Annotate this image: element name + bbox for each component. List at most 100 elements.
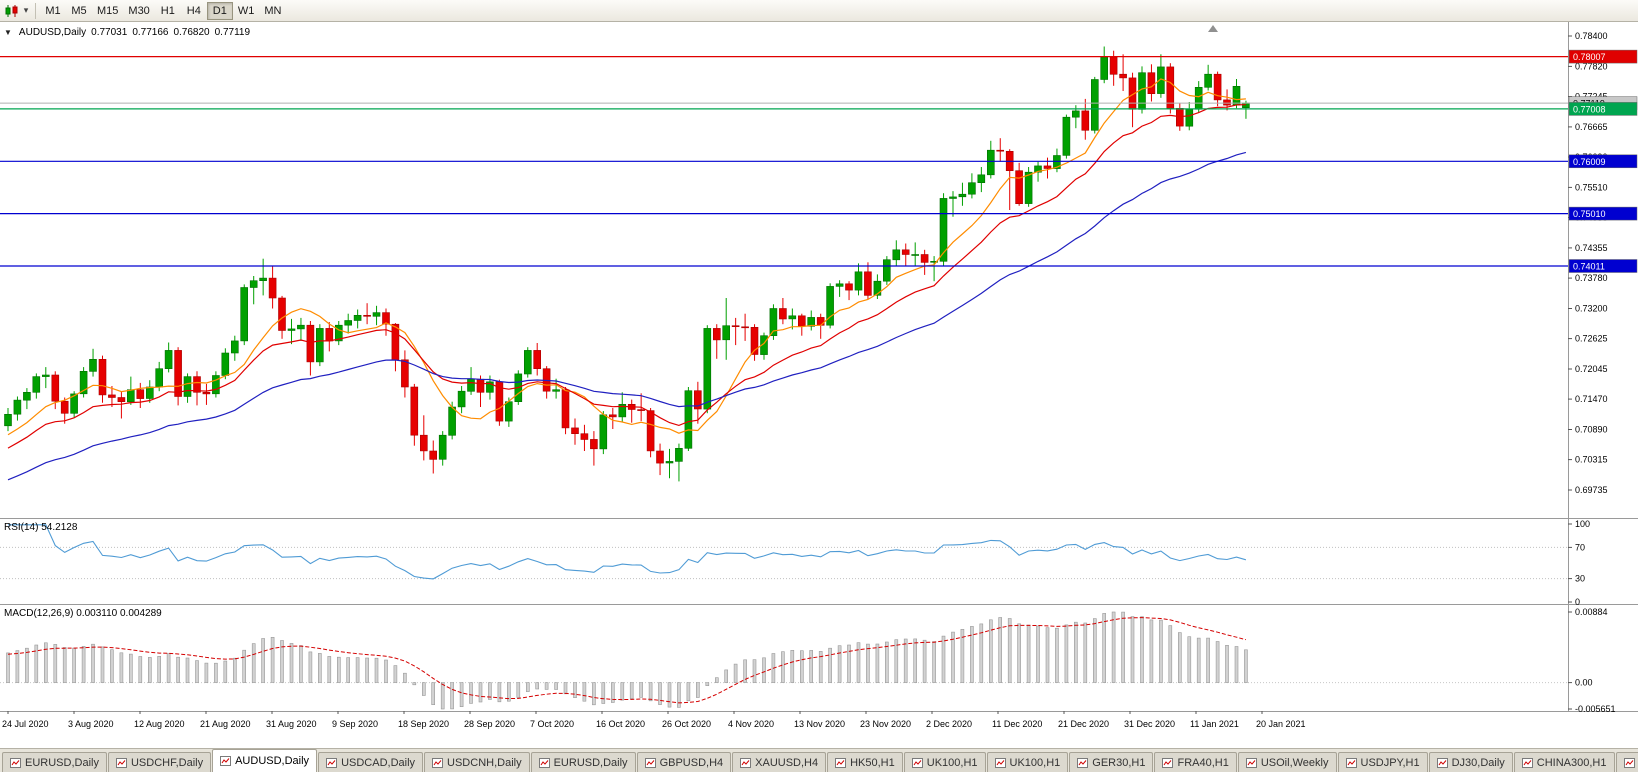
svg-text:0.75510: 0.75510 [1575,182,1608,192]
chart-tab-label: USDCNH,Daily [447,756,522,769]
svg-text:3 Aug 2020: 3 Aug 2020 [68,719,114,729]
chart-tab-usdcnh-daily-4[interactable]: USDCNH,Daily [424,752,530,772]
chart-tab-label: AUDUSD,Daily [235,755,310,767]
chart-tab-label: USOil,Weekly [1260,756,1329,769]
chart-tab-uk100-h1-9[interactable]: UK100,H1 [903,752,986,772]
svg-text:0.73200: 0.73200 [1575,304,1608,314]
chart-tab-usdjpy-h1-14[interactable]: USDJPY,H1 [1337,752,1428,772]
svg-text:0.77008: 0.77008 [1573,104,1606,114]
svg-text:21 Dec 2020: 21 Dec 2020 [1058,719,1109,729]
chart-tab-gbpusd-h4-6[interactable]: GBPUSD,H4 [636,752,732,772]
svg-text:31 Dec 2020: 31 Dec 2020 [1124,719,1175,729]
chart-tab-uk100-h1-10[interactable]: UK100,H1 [986,752,1069,772]
svg-text:0.74011: 0.74011 [1573,262,1605,272]
svg-text:21 Aug 2020: 21 Aug 2020 [200,719,251,729]
chart-tab-usoil-17[interactable]: USOil, [1615,752,1638,772]
chart-tab-usdcad-daily-3[interactable]: USDCAD,Daily [318,752,424,772]
macd-signal-line [7,617,1247,704]
svg-text:18 Sep 2020: 18 Sep 2020 [398,719,449,729]
timeframe-button-m1[interactable]: M1 [40,2,66,20]
chart-tab-label: EURUSD,Daily [25,756,99,769]
svg-text:31 Aug 2020: 31 Aug 2020 [266,719,317,729]
chart-tab-xauusd-h4-7[interactable]: XAUUSD,H4 [732,752,827,772]
timeframe-button-w1[interactable]: W1 [233,2,260,20]
svg-text:0.00: 0.00 [1575,678,1593,688]
svg-text:4 Nov 2020: 4 Nov 2020 [728,719,774,729]
chevron-down-icon[interactable]: ▾ [23,5,29,15]
mini-chart-icon [326,757,338,768]
svg-text:0.71470: 0.71470 [1575,394,1608,404]
chart-tab-audusd-daily-2[interactable]: AUDUSD,Daily [212,749,318,772]
mini-chart-icon [1077,757,1089,768]
timeframe-button-d1[interactable]: D1 [206,1,233,20]
svg-text:0.73780: 0.73780 [1575,273,1608,283]
chart-tab-label: GER30,H1 [1092,756,1146,769]
mini-chart-icon [644,757,656,768]
chart-tab-china300-h1-16[interactable]: CHINA300,H1 [1513,752,1615,772]
mini-chart-icon [220,756,232,766]
chart-tab-label: FRA40,H1 [1177,756,1229,769]
chart-symbol-period: AUDUSD,Daily [18,27,87,38]
chart-tab-bar: EURUSD,Daily USDCHF,Daily AUDUSD,Daily USDC… [0,748,1638,772]
chart-tab-hk50-h1-8[interactable]: HK50,H1 [827,752,903,772]
timeframe-button-m30[interactable]: M30 [123,2,154,20]
timeframe-button-h1[interactable]: H1 [155,2,181,20]
chart-window[interactable]: ▼ AUDUSD,Daily 0.77031 0.77166 0.76820 0… [0,22,1638,748]
chart-type-icon[interactable] [3,2,21,20]
svg-text:0.00884: 0.00884 [1575,607,1608,617]
chart-tab-eurusd-daily-0[interactable]: EURUSD,Daily [2,752,107,772]
mini-chart-icon [1162,757,1174,768]
svg-text:11 Dec 2020: 11 Dec 2020 [992,719,1042,729]
chart-shift-marker[interactable] [1208,25,1218,32]
timeframe-button-h4[interactable]: H4 [181,2,207,20]
svg-text:70: 70 [1575,542,1585,552]
svg-text:0.70315: 0.70315 [1575,455,1608,465]
chart-tab-ger30-h1-11[interactable]: GER30,H1 [1069,752,1154,772]
macd-indicator-label: MACD(12,26,9) 0.003110 0.004289 [4,608,162,619]
chart-ohlc-title: ▼ AUDUSD,Daily 0.77031 0.77166 0.76820 0… [4,27,250,38]
chart-tab-label: DJ30,Daily [1451,756,1505,769]
chart-tab-fra40-h1-12[interactable]: FRA40,H1 [1154,752,1237,772]
chart-tab-usoil-weekly-13[interactable]: USOil,Weekly [1237,752,1337,772]
mini-chart-icon [538,757,550,768]
svg-text:24 Jul 2020: 24 Jul 2020 [2,719,49,729]
chart-tab-label: EURUSD,Daily [553,756,628,769]
mini-chart-icon [1245,757,1257,768]
svg-text:0.72045: 0.72045 [1575,364,1608,374]
mini-chart-icon [1436,757,1448,768]
svg-text:26 Oct 2020: 26 Oct 2020 [662,719,711,729]
macd-pane: 0.00884 0.00 -0.005651 [0,607,1616,714]
timeframe-button-m15[interactable]: M15 [92,2,123,20]
chart-tab-eurusd-daily-5[interactable]: EURUSD,Daily [530,752,636,772]
chart-tab-usdchf-daily-1[interactable]: USDCHF,Daily [107,752,212,772]
chart-tab-label: UK100,H1 [1009,756,1061,769]
chart-canvas[interactable]: 0.784000.778200.772450.766650.760900.755… [0,22,1638,753]
chart-tab-label: GBPUSD,H4 [659,756,724,769]
svg-text:23 Nov 2020: 23 Nov 2020 [860,719,911,729]
mini-chart-icon [1345,757,1357,768]
svg-text:-0.005651: -0.005651 [1575,704,1616,714]
svg-text:0: 0 [1575,597,1580,607]
ma-8-line [7,78,1246,436]
toolbar-separator [35,2,36,19]
toolbar: ▾ M1 M5 M15 M30 H1 H4 D1 W1 MN [0,0,1638,22]
hline-price-tag-0.76009: 0.76009 [1568,154,1638,169]
svg-text:0.69735: 0.69735 [1575,485,1608,495]
mini-chart-icon [10,757,21,768]
mini-chart-icon [1623,757,1635,768]
timeframe-button-mn[interactable]: MN [259,2,286,20]
svg-text:28 Sep 2020: 28 Sep 2020 [464,719,515,729]
chart-svg[interactable]: 0.784000.778200.772450.766650.760900.755… [0,22,1638,748]
chart-tab-label: USDCAD,Daily [341,756,416,769]
ohlc-high: 0.77166 [132,27,169,38]
svg-text:0.78400: 0.78400 [1575,31,1608,41]
svg-text:0.74355: 0.74355 [1575,243,1608,253]
chart-tab-label: CHINA300,H1 [1536,756,1607,769]
timeframe-button-m5[interactable]: M5 [66,2,92,20]
ohlc-open: 0.77031 [91,27,128,38]
ohlc-low: 0.76820 [173,27,210,38]
one-click-trading-arrow-icon[interactable]: ▼ [4,28,12,37]
chart-tab-dj30-daily-15[interactable]: DJ30,Daily [1428,752,1513,772]
mini-chart-icon [1521,757,1533,768]
svg-text:20 Jan 2021: 20 Jan 2021 [1256,719,1306,729]
